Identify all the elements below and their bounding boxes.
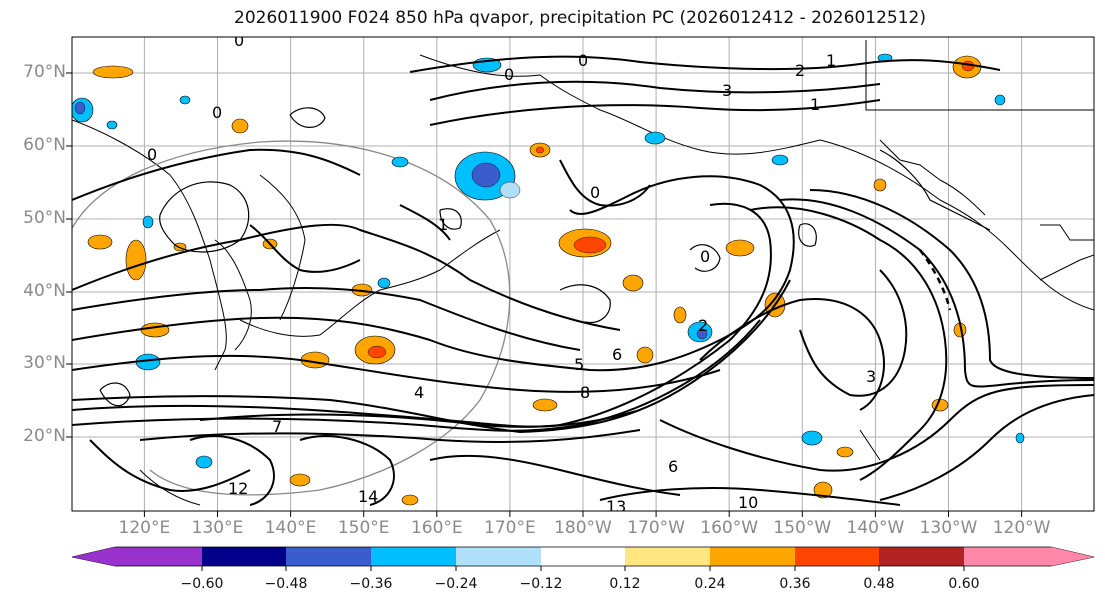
colorbar-swatch bbox=[202, 547, 286, 566]
colorbar-swatch bbox=[964, 547, 1051, 566]
colorbar-max-extend bbox=[1051, 547, 1094, 566]
latitude-label: 60°N bbox=[23, 135, 66, 155]
colorbar-swatch bbox=[625, 547, 710, 566]
contour-label: 1 bbox=[810, 95, 820, 114]
contour-label: 13 bbox=[606, 497, 626, 516]
longitude-label: 150°W bbox=[773, 518, 832, 538]
contour-label: 0 bbox=[590, 183, 600, 202]
map-title: 2026011900 F024 850 hPa qvapor, precipit… bbox=[234, 8, 926, 28]
longitude-label: 140°E bbox=[264, 518, 317, 538]
contour-label: 0 bbox=[578, 51, 588, 70]
graticule bbox=[72, 37, 1094, 511]
longitude-label: 160°W bbox=[700, 518, 759, 538]
contour-label: 0 bbox=[147, 145, 157, 164]
contour-label: 0 bbox=[504, 65, 514, 84]
contour-label: 10 bbox=[738, 493, 758, 512]
contour-label-group: 0 0 0 0 0 0 0 1 1 1 2 2 3 3 4 5 6 6 7 8 … bbox=[147, 31, 876, 516]
longitude-label: 170°E bbox=[484, 518, 536, 538]
colorbar-tick-label: −0.60 bbox=[180, 576, 224, 592]
colorbar-swatch bbox=[879, 547, 964, 566]
colorbar-tick-label: −0.36 bbox=[349, 576, 393, 592]
latitude-label: 30°N bbox=[23, 353, 66, 373]
contour-label: 12 bbox=[228, 479, 248, 498]
contour-label: 2 bbox=[698, 316, 708, 335]
colorbar-swatch bbox=[286, 547, 371, 566]
latitude-label: 50°N bbox=[23, 208, 66, 228]
colorbar-tick-label: 0.36 bbox=[779, 576, 811, 592]
qvapor-contours-thin bbox=[99, 107, 991, 407]
colorbar-min-extend bbox=[72, 547, 115, 566]
contour-label: 5 bbox=[574, 355, 584, 374]
colorbar-tick-label: −0.24 bbox=[434, 576, 478, 592]
longitude-label: 160°E bbox=[410, 518, 463, 538]
longitude-label: 180°W bbox=[554, 518, 612, 538]
map-panel[interactable]: 0 0 0 0 0 0 0 1 1 1 2 2 3 3 4 5 6 6 7 8 … bbox=[71, 31, 1094, 516]
latitude-label: 70°N bbox=[23, 62, 66, 82]
longitude-label: 170°W bbox=[627, 518, 685, 538]
dashed-contour bbox=[918, 249, 952, 311]
axis-ticks bbox=[66, 72, 1023, 517]
colorbar-tick-label: 0.12 bbox=[609, 576, 641, 592]
longitude-label: 120°W bbox=[992, 518, 1051, 538]
colorbar-tick-label: −0.48 bbox=[264, 576, 308, 592]
longitude-label: 120°E bbox=[118, 518, 171, 538]
contour-label: 1 bbox=[438, 215, 448, 234]
colorbar-tick-label: 0.48 bbox=[863, 576, 895, 592]
contour-label: 0 bbox=[234, 31, 244, 50]
colorbar-swatch bbox=[371, 547, 456, 566]
longitude-label: 140°W bbox=[846, 518, 905, 538]
longitude-label: 150°E bbox=[337, 518, 390, 538]
contour-label: 6 bbox=[668, 457, 678, 476]
coastlines bbox=[72, 40, 1094, 506]
colorbar-swatch bbox=[115, 547, 202, 566]
colorbar-swatch bbox=[456, 547, 541, 566]
latitude-label: 40°N bbox=[23, 281, 66, 301]
latitude-label: 20°N bbox=[23, 426, 66, 446]
contour-label: 4 bbox=[414, 383, 424, 402]
longitude-label: 130°E bbox=[191, 518, 244, 538]
reference-circle bbox=[72, 140, 511, 496]
contour-label: 7 bbox=[272, 417, 282, 436]
contour-label: 1 bbox=[826, 51, 836, 70]
contour-label: 6 bbox=[612, 345, 622, 364]
colorbar bbox=[71, 546, 1095, 571]
contour-label: 3 bbox=[866, 367, 876, 386]
qvapor-contours bbox=[72, 55, 1094, 506]
contour-label: 2 bbox=[795, 61, 805, 80]
contour-label: 3 bbox=[722, 81, 732, 100]
contour-label: 0 bbox=[212, 103, 222, 122]
longitude-label: 130°W bbox=[919, 518, 978, 538]
contour-label: 14 bbox=[358, 487, 378, 506]
colorbar-tick-label: 0.24 bbox=[694, 576, 726, 592]
colorbar-swatch bbox=[795, 547, 879, 566]
colorbar-swatch bbox=[541, 547, 625, 566]
colorbar-tick-label: −0.12 bbox=[519, 576, 563, 592]
colorbar-tick-label: 0.60 bbox=[948, 576, 980, 592]
colorbar-swatch bbox=[710, 547, 795, 566]
contour-label: 8 bbox=[580, 383, 590, 402]
contour-label: 0 bbox=[700, 247, 710, 266]
